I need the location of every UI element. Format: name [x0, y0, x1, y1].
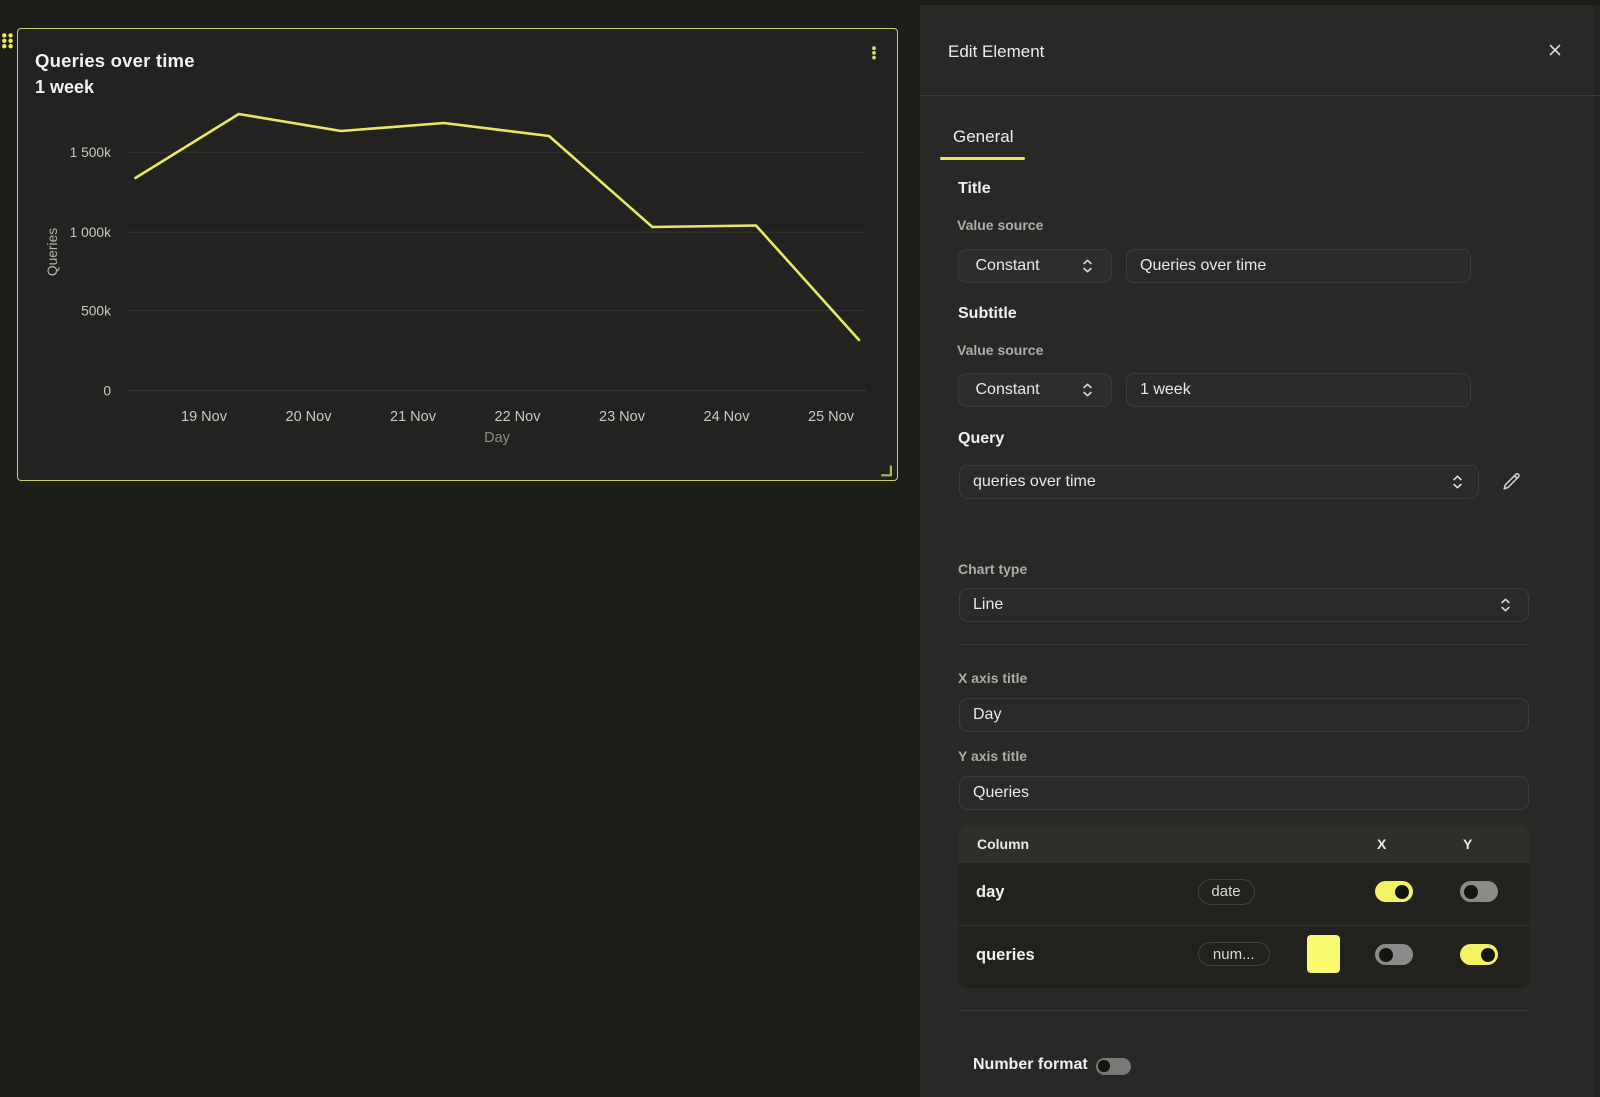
svg-text:19 Nov: 19 Nov [181, 409, 228, 425]
svg-text:1 000k: 1 000k [70, 225, 112, 240]
svg-text:23 Nov: 23 Nov [599, 409, 646, 425]
svg-text:Queries: Queries [45, 228, 60, 276]
svg-text:22 Nov: 22 Nov [495, 409, 542, 425]
svg-text:21 Nov: 21 Nov [390, 409, 437, 425]
svg-text:20 Nov: 20 Nov [286, 409, 333, 425]
svg-text:24 Nov: 24 Nov [704, 409, 751, 425]
svg-text:0: 0 [103, 384, 111, 399]
svg-text:Day: Day [484, 430, 511, 446]
svg-text:25 Nov: 25 Nov [808, 409, 855, 425]
svg-text:500k: 500k [81, 304, 111, 319]
svg-text:1 500k: 1 500k [70, 145, 112, 160]
